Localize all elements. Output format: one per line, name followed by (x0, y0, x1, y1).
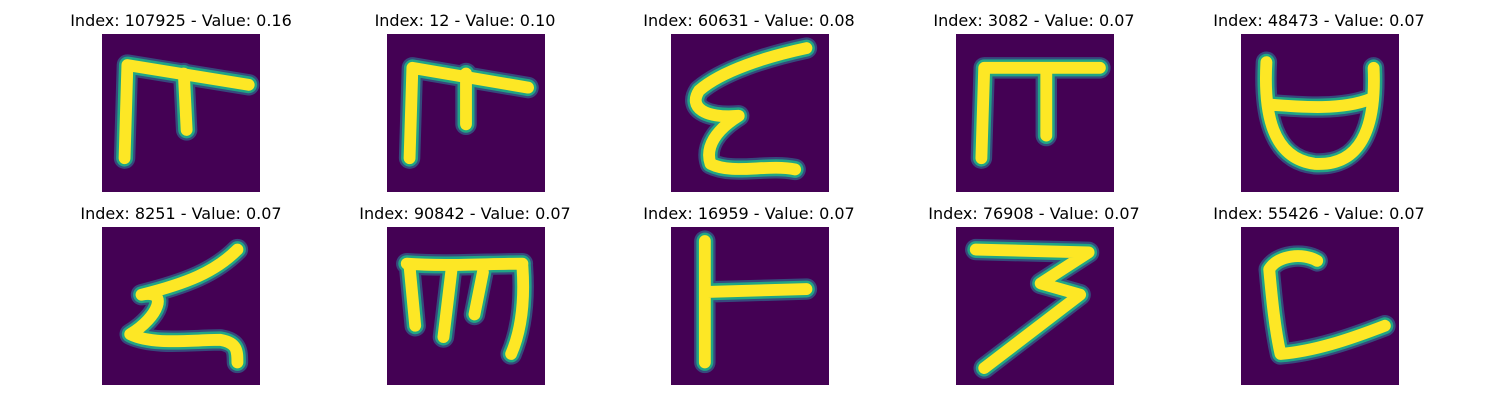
glyph-image (387, 34, 545, 192)
panel-4: Index: 3082 - Value: 0.07 (914, 12, 1154, 196)
panel-1: Index: 107925 - Value: 0.16 (61, 12, 301, 196)
panel-9: Index: 76908 - Value: 0.07 (914, 205, 1154, 389)
panel-3: Index: 60631 - Value: 0.08 (629, 12, 869, 196)
panel-6: Index: 8251 - Value: 0.07 (61, 205, 301, 389)
panel-title: Index: 3082 - Value: 0.07 (933, 11, 1135, 30)
glyph-image (102, 34, 260, 192)
panel-7: Index: 90842 - Value: 0.07 (345, 205, 585, 389)
panel-title: Index: 76908 - Value: 0.07 (928, 204, 1140, 223)
panel-title: Index: 60631 - Value: 0.08 (643, 11, 855, 30)
panel-title: Index: 12 - Value: 0.10 (374, 11, 556, 30)
glyph-image (956, 227, 1114, 385)
panel-2: Index: 12 - Value: 0.10 (345, 12, 585, 196)
glyph-image (671, 34, 829, 192)
panel-10: Index: 55426 - Value: 0.07 (1199, 205, 1439, 389)
panel-title: Index: 16959 - Value: 0.07 (643, 204, 855, 223)
glyph-9 (965, 238, 1100, 379)
glyph-3 (685, 37, 818, 181)
glyph-image (102, 227, 260, 385)
glyph-image (1241, 34, 1399, 192)
glyph-7 (396, 252, 534, 365)
panel-title: Index: 8251 - Value: 0.07 (80, 204, 282, 223)
panel-title: Index: 90842 - Value: 0.07 (359, 204, 571, 223)
panel-title: Index: 107925 - Value: 0.16 (70, 11, 292, 30)
glyph-8 (694, 230, 818, 374)
glyph-5 (1255, 51, 1385, 175)
panel-title: Index: 48473 - Value: 0.07 (1213, 11, 1425, 30)
panel-title: Index: 55426 - Value: 0.07 (1213, 204, 1425, 223)
panel-8: Index: 16959 - Value: 0.07 (629, 205, 869, 389)
glyph-6 (119, 238, 249, 374)
glyph-4 (970, 57, 1111, 169)
panel-5: Index: 48473 - Value: 0.07 (1199, 12, 1439, 196)
glyph-1 (113, 54, 260, 169)
glyph-image (671, 227, 829, 385)
glyph-10 (1258, 245, 1396, 365)
glyph-image (956, 34, 1114, 192)
glyph-image (1241, 227, 1399, 385)
glyph-2 (398, 57, 539, 169)
glyph-image (387, 227, 545, 385)
